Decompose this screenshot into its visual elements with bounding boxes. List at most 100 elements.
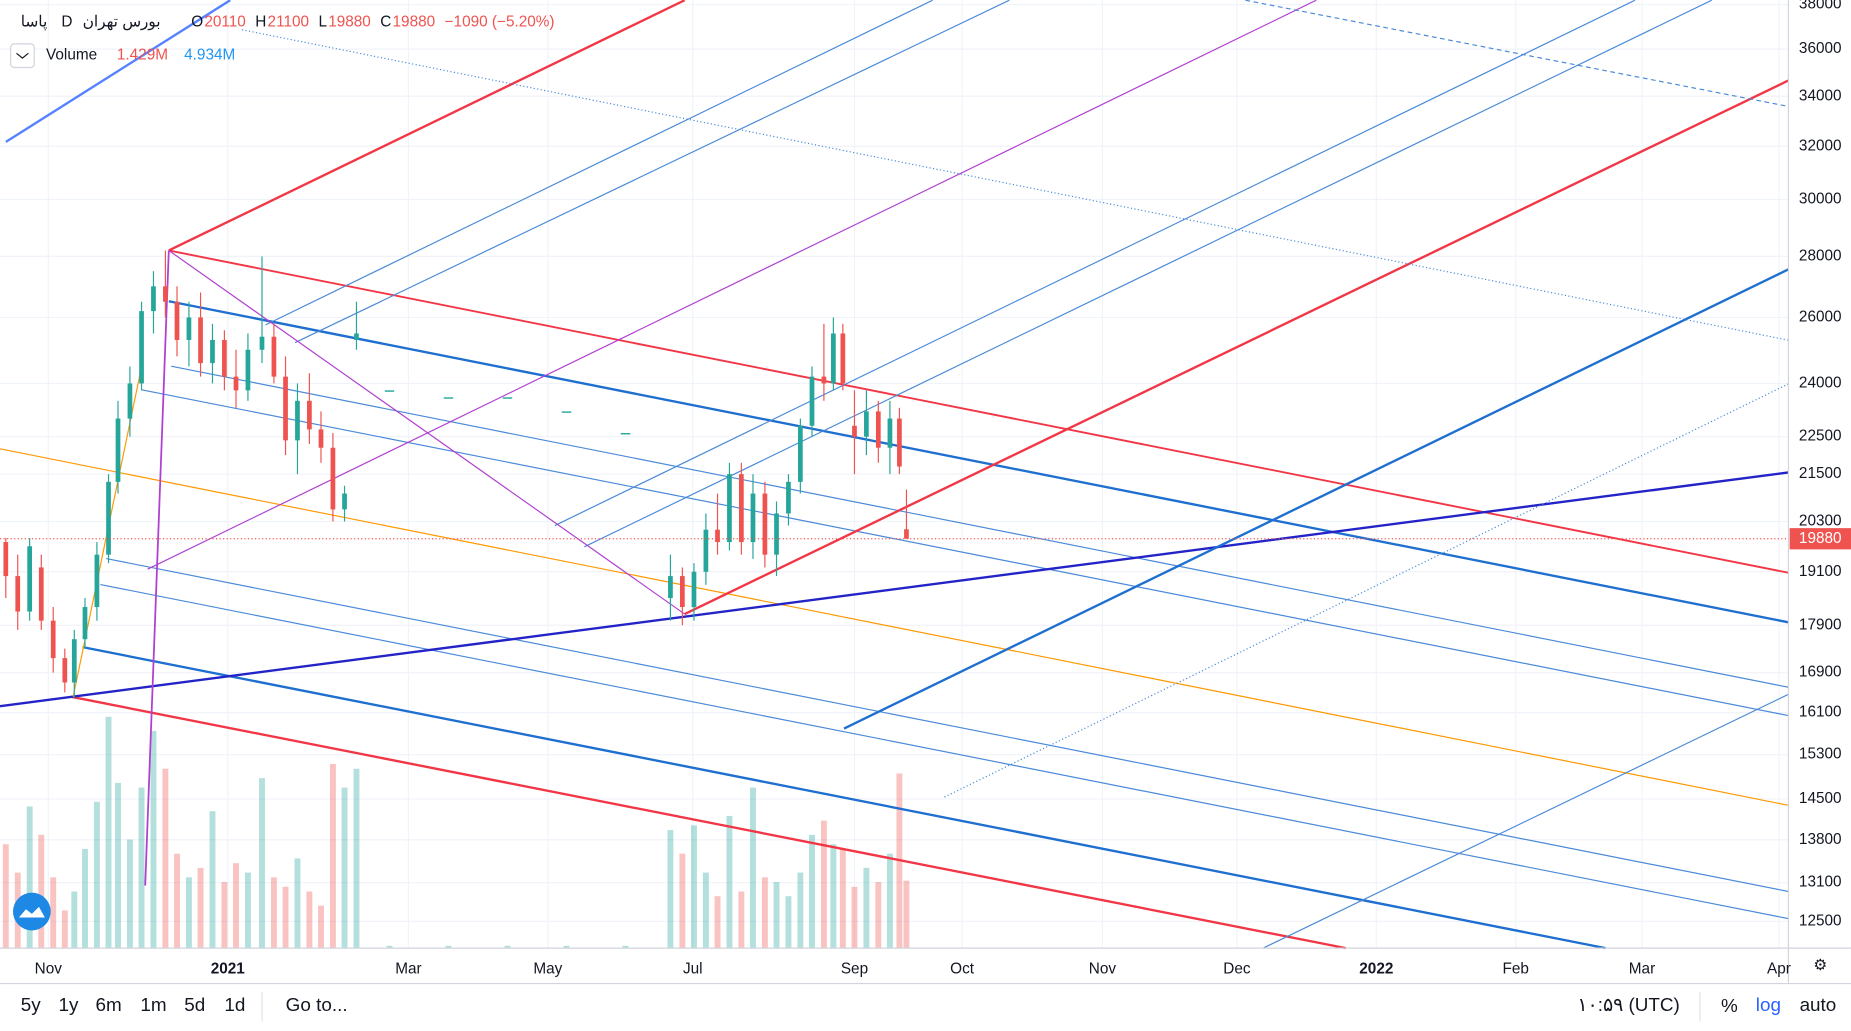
y-tick-label: 17900: [1799, 616, 1842, 633]
candle-body: [798, 425, 803, 482]
goto-button[interactable]: Go to...: [286, 995, 348, 1016]
chevron: [16, 52, 29, 59]
candle-body: [715, 529, 720, 543]
volume-bar: [785, 896, 792, 949]
volume-bar: [318, 905, 324, 949]
y-tick-label: 22500: [1799, 428, 1842, 445]
x-tick-label: Mar: [395, 960, 421, 977]
log-button[interactable]: log: [1756, 995, 1781, 1016]
toolbar: 5y 1y 6m 1m 5d 1d Go to... ۱۰:۵۹ (UTC)% log auto: [21, 991, 1837, 1022]
ohlc-key: C: [380, 14, 391, 31]
trendline: [82, 645, 1606, 950]
volume-bar: [2, 844, 9, 949]
range-button[interactable]: 5y: [21, 995, 41, 1016]
candle-body: [50, 620, 56, 659]
y-tick-label: 24000: [1799, 375, 1842, 392]
price-axis-bg: [1788, 0, 1851, 1031]
volume-bar: [679, 853, 686, 949]
range-button[interactable]: 5d: [184, 995, 205, 1016]
y-tick-label: 12500: [1799, 912, 1842, 929]
trendline: [1245, 0, 1789, 108]
candle-body: [840, 333, 846, 384]
y-tick-label: 13100: [1799, 874, 1842, 891]
candle-body: [703, 529, 709, 572]
volume-bar: [61, 910, 68, 949]
candle-body: [443, 397, 454, 399]
volume-title: Volume: [46, 47, 97, 64]
volume-bar: [126, 839, 133, 949]
volume-bar: [797, 872, 804, 949]
candle-body: [852, 425, 857, 437]
x-tick-label: 2022: [1359, 960, 1393, 977]
grid: [0, 0, 1789, 949]
y-tick-label: 15300: [1799, 746, 1842, 763]
volume-bar: [563, 945, 570, 949]
ohlc-key: L: [319, 14, 328, 31]
trendline: [554, 0, 1636, 527]
percent-button[interactable]: %: [1721, 996, 1738, 1017]
range-button[interactable]: 1m: [140, 995, 166, 1016]
interval: D: [61, 14, 72, 31]
x-tick-label: Nov: [35, 960, 63, 977]
candle-body: [115, 418, 121, 482]
trendline: [141, 389, 1789, 717]
candle-body: [864, 411, 869, 437]
trendline: [168, 300, 1789, 624]
volume-bar: [386, 945, 393, 949]
volume-bar: [162, 768, 169, 949]
volume-bar: [282, 886, 289, 949]
trendline: [100, 583, 1789, 920]
y-tick-label: 19100: [1799, 563, 1842, 580]
volume-bar: [851, 886, 858, 949]
volume-bar: [71, 891, 78, 949]
candle-body: [151, 286, 156, 312]
x-tick-label: Mar: [1629, 960, 1655, 977]
settings-icon[interactable]: ⚙: [1813, 957, 1827, 974]
candle-body: [222, 339, 227, 377]
candle-body: [295, 400, 300, 441]
y-tick-label: 36000: [1799, 40, 1842, 57]
collapse-button[interactable]: [10, 43, 35, 69]
trendline: [0, 448, 1789, 806]
volume-bar: [830, 844, 837, 949]
volume-bar: [115, 782, 121, 949]
volume-bar: [702, 872, 709, 949]
auto-button[interactable]: auto: [1800, 995, 1837, 1016]
volume-bar: [691, 825, 697, 949]
trendline: [294, 0, 1010, 344]
y-tick-label: 13800: [1799, 831, 1842, 848]
volume-bar: [903, 880, 910, 949]
ohlc: O 20110 H 21100 L 19880 C 19880 −1090 (−5.20%): [191, 14, 554, 31]
volume-bar: [150, 730, 157, 949]
x-tick-label: Feb: [1503, 960, 1529, 977]
trendline: [147, 0, 1317, 570]
x-tick-label: Sep: [841, 960, 868, 977]
candle-body: [82, 607, 88, 640]
candle-body: [139, 311, 144, 384]
candle-body: [904, 529, 909, 539]
volume-bar: [622, 945, 629, 949]
trendline: [843, 268, 1789, 730]
trendline: [168, 249, 686, 615]
trendline: [171, 365, 1789, 688]
volume-bar: [233, 863, 239, 949]
candle-body: [875, 411, 881, 448]
volume-bar: [244, 872, 251, 949]
candle-body: [750, 493, 756, 543]
candle-body: [668, 576, 673, 599]
range-button[interactable]: 6m: [95, 995, 121, 1016]
candle-body: [106, 481, 111, 555]
last-price-box: [1789, 528, 1851, 550]
candle-body: [71, 639, 77, 683]
volume-bar: [445, 945, 452, 949]
range-button[interactable]: 1d: [224, 995, 245, 1016]
y-tick-label: 30000: [1799, 191, 1842, 208]
candles: [0, 250, 1789, 698]
candle-body: [245, 349, 251, 391]
trendline: [944, 383, 1789, 798]
volume-bar: [738, 891, 745, 949]
logo[interactable]: [12, 892, 51, 931]
candle-body: [94, 554, 100, 608]
range-button[interactable]: 1y: [58, 995, 78, 1016]
